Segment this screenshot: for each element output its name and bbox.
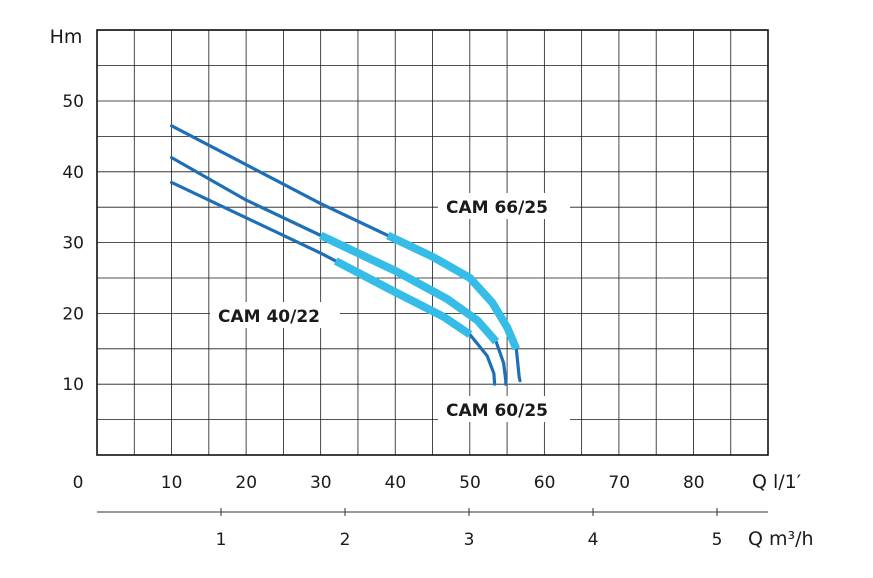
x-tick-labels: 0 10 20 30 40 50 60 70 80 <box>73 473 705 493</box>
x-tick-label: 80 <box>683 473 705 493</box>
label-bg-cam-40-22 <box>210 302 340 328</box>
label-cam-40-22: CAM 40/22 <box>218 307 320 327</box>
x-tick-label: 0 <box>73 473 84 493</box>
curve-1-highlight <box>386 231 520 351</box>
label-cam-66-25: CAM 66/25 <box>446 198 548 218</box>
y-tick-label: 30 <box>62 234 84 254</box>
x-axis-label: Q l/1′ <box>752 471 801 493</box>
label-bg-cam-60-25 <box>438 396 570 422</box>
secondary-x-tick-label: 1 <box>216 530 227 550</box>
curve-labels: CAM 66/25 CAM 60/25 CAM 40/22 <box>210 193 570 422</box>
pump-curves <box>170 124 522 386</box>
y-tick-label: 50 <box>62 92 84 112</box>
x-tick-label: 10 <box>161 473 183 493</box>
x-tick-label: 50 <box>459 473 481 493</box>
secondary-x-tick-labels: 1 2 3 4 5 <box>216 508 723 550</box>
y-axis-label: Hm <box>50 26 83 48</box>
secondary-x-tick-label: 4 <box>588 530 599 550</box>
label-bg-cam-66-25 <box>438 193 570 219</box>
secondary-x-tick-label: 2 <box>340 530 351 550</box>
chart-grid <box>96 29 769 456</box>
plot-frame <box>96 29 769 456</box>
x-tick-label: 70 <box>608 473 630 493</box>
y-tick-label: 10 <box>62 375 84 395</box>
x-tick-label: 60 <box>534 473 556 493</box>
label-cam-60-25: CAM 60/25 <box>446 401 548 421</box>
secondary-x-axis-label: Q m³/h <box>748 528 814 550</box>
secondary-x-tick-label: 5 <box>712 530 723 550</box>
curve-1-full <box>170 124 522 383</box>
y-tick-label: 40 <box>62 163 84 183</box>
y-tick-labels: 10 20 30 40 50 <box>62 92 84 395</box>
x-tick-label: 40 <box>385 473 407 493</box>
y-tick-label: 20 <box>62 304 84 324</box>
curve-3-highlight <box>333 257 473 338</box>
x-tick-label: 30 <box>310 473 332 493</box>
x-tick-label: 20 <box>235 473 257 493</box>
secondary-x-tick-label: 3 <box>464 530 475 550</box>
curve-2-highlight <box>319 231 500 345</box>
